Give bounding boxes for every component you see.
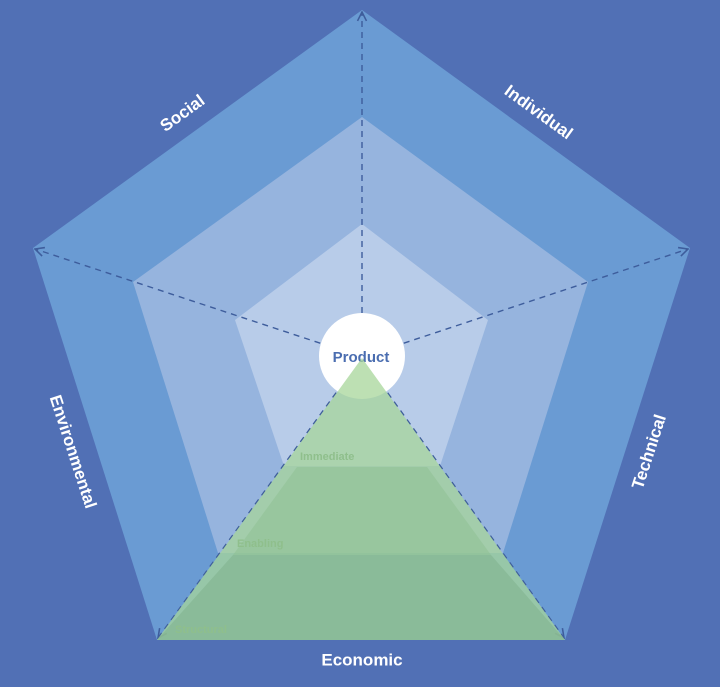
dimension-label: Economic — [321, 650, 402, 669]
pyramid-band — [157, 555, 565, 640]
center-label: Product — [333, 349, 390, 366]
layer-label: Structural — [175, 624, 227, 636]
axes — [35, 12, 688, 638]
axis-arrow — [361, 356, 564, 638]
axis-arrow — [35, 249, 363, 358]
axis-arrow — [361, 249, 688, 358]
axis-arrow — [158, 356, 363, 638]
layer-label: Immediate — [300, 451, 354, 463]
pyramid-band — [233, 467, 491, 555]
center-circle — [319, 313, 405, 399]
layer-label: Enabling — [237, 538, 283, 550]
